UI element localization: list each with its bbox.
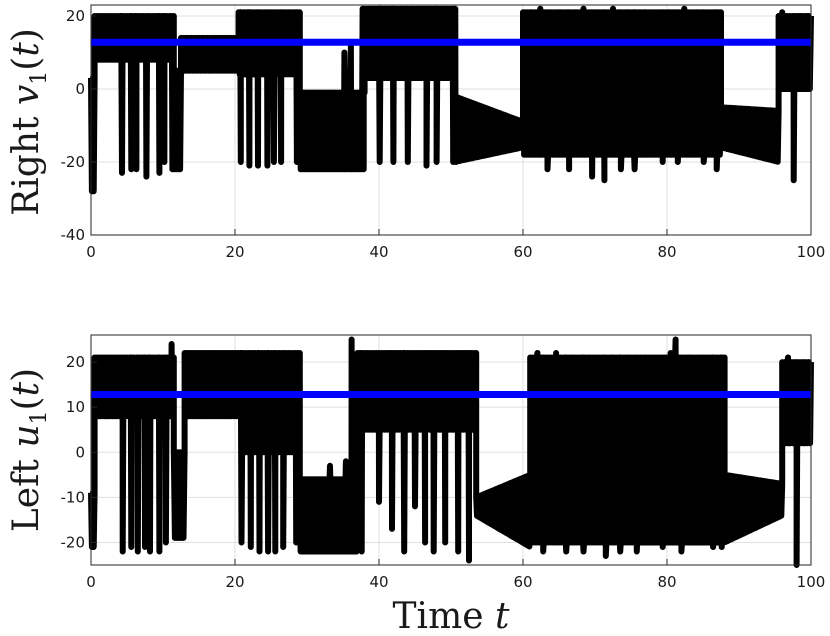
y-tick-label-top: -20 bbox=[61, 153, 86, 171]
y-axis-label-bottom: Left u1(t) bbox=[6, 368, 52, 532]
tick-labels-bottom: 0 20 40 60 80 100 -20 -10 0 10 20 bbox=[61, 353, 826, 591]
x-tick-label-top: 60 bbox=[513, 243, 532, 261]
x-tick-label-top: 80 bbox=[657, 243, 676, 261]
x-tick-label-bottom: 40 bbox=[369, 573, 388, 591]
y-tick-label-top: -40 bbox=[61, 226, 86, 244]
y-tick-label-bottom: -20 bbox=[61, 533, 86, 551]
chart-bottom: 0 20 40 60 80 100 -20 -10 0 10 20 Left u1(t) Time … bbox=[6, 334, 826, 636]
tick-labels-top: 0 20 40 60 80 100 -40 -20 0 20 bbox=[61, 7, 826, 261]
x-tick-label-top: 40 bbox=[369, 243, 388, 261]
x-tick-label-bottom: 60 bbox=[513, 573, 532, 591]
chart-top: 0 20 40 60 80 100 -40 -20 0 20 Right v1(t) bbox=[6, 4, 826, 261]
x-tick-label-top: 100 bbox=[797, 243, 826, 261]
x-tick-label-top: 0 bbox=[86, 243, 96, 261]
x-axis-label: Time t bbox=[393, 596, 510, 636]
series-layer-bottom bbox=[88, 336, 814, 568]
x-tick-label-bottom: 20 bbox=[225, 573, 244, 591]
plot-frame-top bbox=[90, 4, 812, 236]
y-tick-label-bottom: -10 bbox=[61, 488, 86, 506]
y-tick-label-bottom: 10 bbox=[66, 398, 85, 416]
x-tick-label-top: 20 bbox=[225, 243, 244, 261]
y-axis-label-top: Right v1(t) bbox=[6, 28, 52, 216]
y-tick-label-bottom: 0 bbox=[75, 443, 85, 461]
x-tick-label-bottom: 100 bbox=[797, 573, 826, 591]
plot-frame-bottom bbox=[90, 334, 812, 566]
series-line-signal-top bbox=[88, 5, 814, 195]
y-tick-label-top: 20 bbox=[66, 7, 85, 25]
y-tick-label-top: 0 bbox=[75, 80, 85, 98]
y-tick-label-bottom: 20 bbox=[66, 353, 85, 371]
x-tick-label-bottom: 0 bbox=[86, 573, 96, 591]
x-tick-label-bottom: 80 bbox=[657, 573, 676, 591]
series-layer-top bbox=[88, 5, 814, 195]
